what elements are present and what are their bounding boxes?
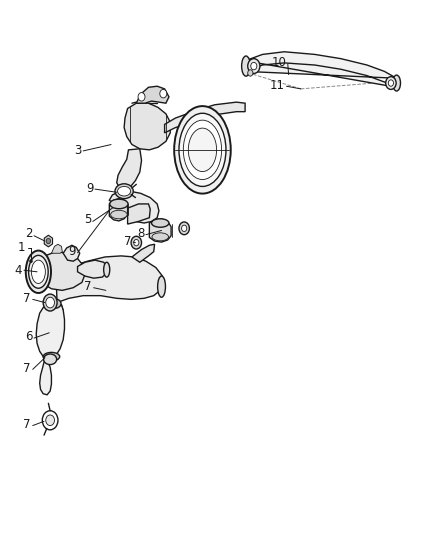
Polygon shape — [124, 103, 170, 150]
Ellipse shape — [179, 114, 226, 187]
Circle shape — [30, 260, 32, 263]
Circle shape — [179, 222, 189, 235]
Ellipse shape — [184, 120, 222, 180]
Circle shape — [134, 239, 139, 246]
Text: 7: 7 — [24, 362, 31, 375]
Polygon shape — [110, 191, 159, 223]
Ellipse shape — [152, 233, 169, 241]
Text: 2: 2 — [25, 227, 33, 240]
Circle shape — [138, 93, 145, 101]
Text: 11: 11 — [270, 79, 285, 92]
Circle shape — [46, 238, 50, 244]
Polygon shape — [63, 245, 80, 261]
Circle shape — [251, 62, 257, 70]
Ellipse shape — [110, 199, 128, 209]
Ellipse shape — [104, 262, 110, 277]
Polygon shape — [127, 204, 150, 224]
Text: 7: 7 — [85, 280, 92, 293]
Ellipse shape — [111, 211, 127, 219]
Circle shape — [386, 77, 396, 90]
Circle shape — [248, 59, 260, 74]
Text: 9: 9 — [69, 245, 76, 258]
Text: 9: 9 — [86, 182, 94, 195]
Polygon shape — [44, 235, 53, 247]
Ellipse shape — [152, 219, 169, 227]
Text: 1: 1 — [18, 241, 25, 254]
Polygon shape — [56, 256, 163, 303]
Circle shape — [46, 297, 54, 308]
Circle shape — [182, 225, 187, 231]
Circle shape — [46, 415, 54, 425]
Text: 6: 6 — [25, 330, 33, 343]
Text: 7: 7 — [24, 292, 31, 305]
Circle shape — [389, 80, 393, 86]
Ellipse shape — [44, 354, 57, 365]
Text: 3: 3 — [74, 144, 82, 157]
Text: 7: 7 — [124, 235, 132, 247]
Text: 8: 8 — [137, 227, 144, 240]
Polygon shape — [149, 219, 171, 242]
Circle shape — [42, 411, 58, 430]
Ellipse shape — [242, 56, 251, 76]
Polygon shape — [40, 359, 51, 395]
Text: 10: 10 — [272, 56, 286, 69]
Polygon shape — [132, 244, 155, 262]
Polygon shape — [245, 52, 396, 87]
Ellipse shape — [158, 276, 166, 297]
Polygon shape — [78, 260, 108, 278]
Ellipse shape — [115, 184, 133, 199]
Text: 4: 4 — [15, 264, 22, 277]
Circle shape — [248, 70, 253, 76]
Text: 7: 7 — [24, 418, 31, 431]
Ellipse shape — [26, 251, 51, 293]
Text: 5: 5 — [85, 213, 92, 227]
Circle shape — [131, 236, 141, 249]
Polygon shape — [51, 244, 62, 253]
Ellipse shape — [188, 128, 217, 172]
Circle shape — [160, 90, 167, 98]
Polygon shape — [136, 86, 169, 103]
Ellipse shape — [117, 187, 131, 196]
Ellipse shape — [174, 106, 231, 193]
Polygon shape — [117, 149, 141, 190]
Ellipse shape — [32, 260, 46, 284]
Ellipse shape — [43, 352, 60, 361]
Polygon shape — [165, 102, 245, 133]
Circle shape — [43, 294, 57, 311]
Ellipse shape — [392, 75, 400, 91]
Ellipse shape — [48, 299, 61, 309]
Polygon shape — [110, 199, 127, 221]
Ellipse shape — [28, 255, 48, 288]
Polygon shape — [36, 252, 85, 290]
Polygon shape — [36, 303, 64, 359]
